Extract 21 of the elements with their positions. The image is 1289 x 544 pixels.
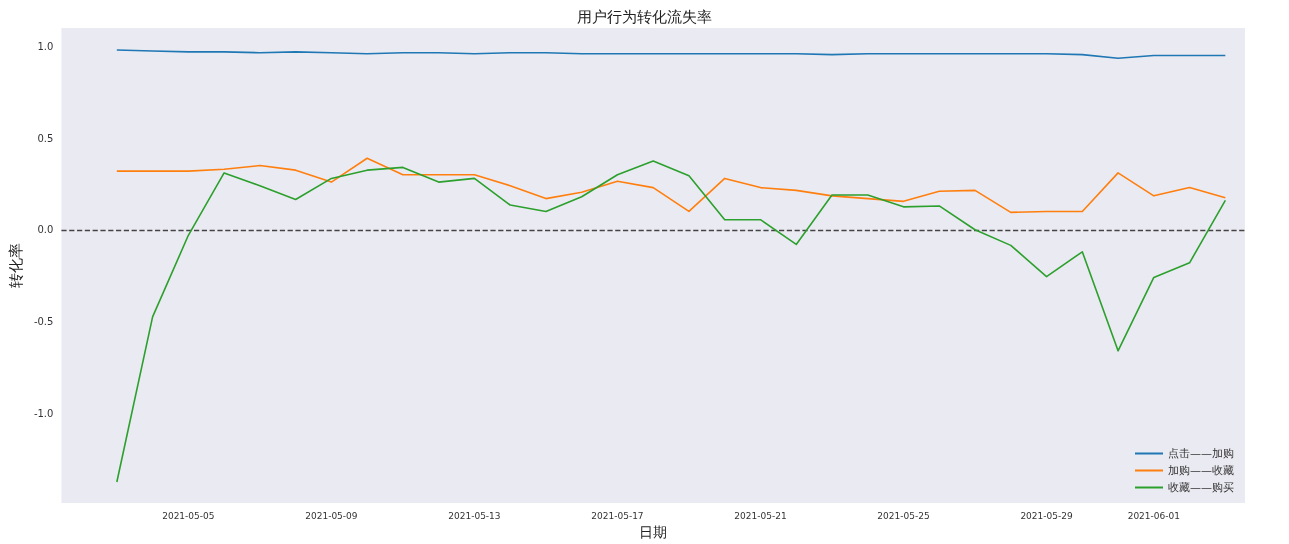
line-series — [116, 157, 1227, 214]
chart-title: 用户行为转化流失率 — [577, 7, 712, 26]
y-tick-label: 0.5 — [37, 132, 54, 144]
y-axis-title: 转化率 — [6, 243, 25, 289]
y-tick-label: 1.0 — [37, 40, 54, 52]
y-tick-label: -0.5 — [33, 316, 54, 327]
y-tick-label: 0.0 — [37, 224, 54, 236]
line-series — [116, 49, 1227, 60]
x-tick-label: 2021-05-21 — [734, 510, 787, 521]
x-axis-title: 日期 — [639, 524, 668, 540]
legend-label: 加购——收藏 — [1168, 464, 1234, 477]
x-tick-label: 2021-05-09 — [305, 510, 358, 521]
x-tick-label: 2021-05-17 — [591, 510, 644, 521]
x-tick-label: 2021-05-05 — [162, 510, 215, 521]
x-tick-label: 2021-05-13 — [448, 510, 501, 521]
x-tick-label: 2021-05-29 — [1020, 510, 1073, 521]
x-tick-label: 2021-06-01 — [1127, 510, 1180, 521]
y-tick-label: -1.0 — [33, 407, 54, 419]
x-tick-label: 2021-05-25 — [877, 510, 930, 521]
legend-label: 点击——加购 — [1168, 447, 1234, 460]
legend-label: 收藏——购买 — [1168, 481, 1234, 494]
